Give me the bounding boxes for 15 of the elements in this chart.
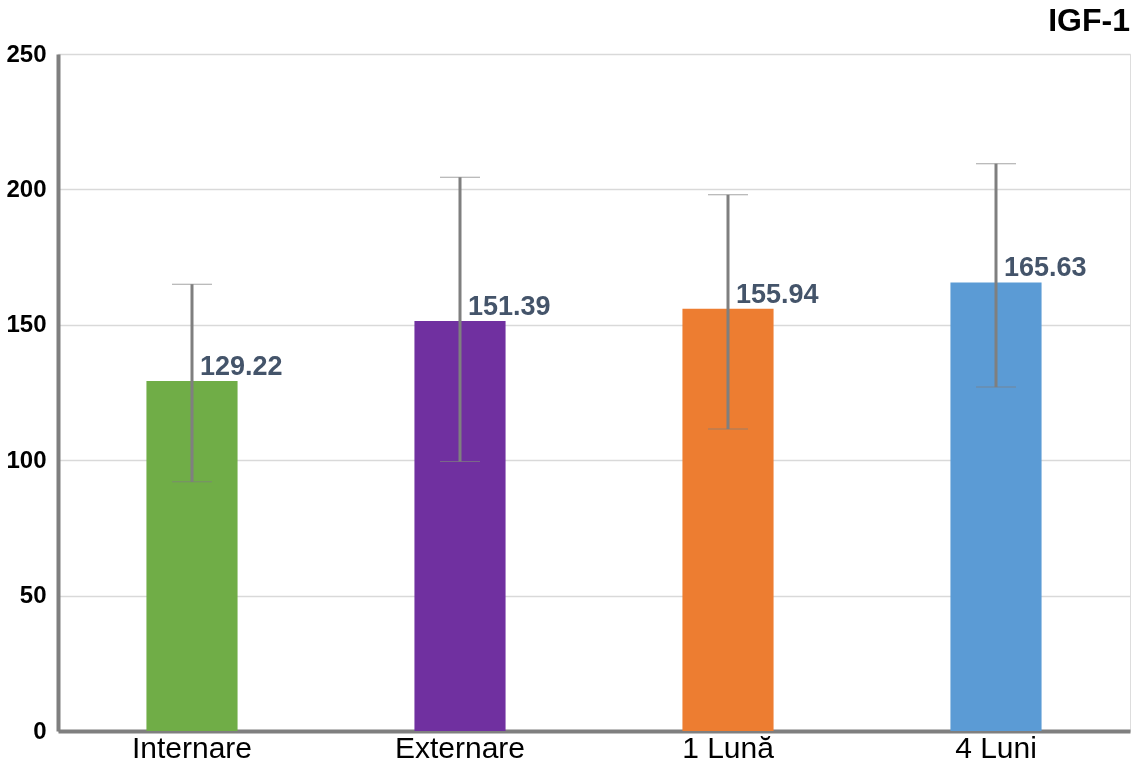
data-label: 151.39: [468, 291, 551, 322]
data-label: 129.22: [200, 351, 283, 382]
data-label: 155.94: [736, 278, 819, 309]
x-tick-label: 4 Luni: [955, 730, 1037, 764]
data-label: 165.63: [1004, 252, 1087, 283]
chart-title: IGF-1: [1048, 2, 1130, 38]
x-tick-label: Externare: [394, 730, 526, 764]
y-tick-label: 100: [6, 445, 47, 473]
y-tick-label: 150: [6, 310, 47, 338]
x-tick-label: 1 Lună: [682, 730, 775, 764]
y-tick-label: 200: [6, 174, 47, 202]
x-tick-label: Internare: [131, 730, 253, 764]
y-tick-label: 250: [6, 39, 47, 67]
y-tick-label: 0: [33, 716, 47, 744]
y-tick-label: 50: [19, 581, 47, 609]
